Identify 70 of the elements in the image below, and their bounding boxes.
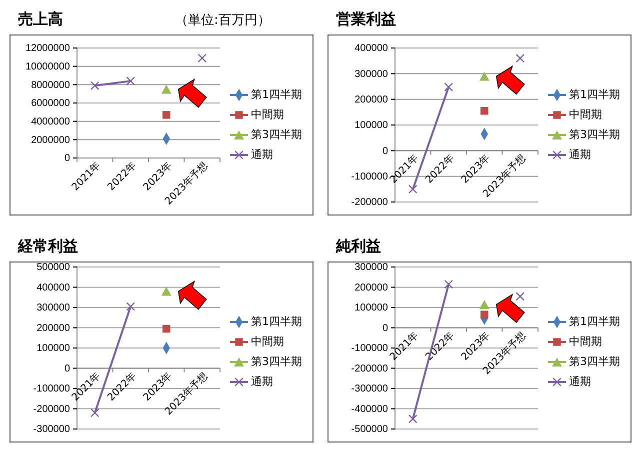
y-tick-label: 200000 — [354, 282, 388, 294]
y-tick-label: -100000 — [351, 343, 388, 354]
legend-label: 通期 — [569, 375, 591, 388]
y-tick-label: 400000 — [354, 43, 388, 54]
legend-label: 通期 — [251, 375, 273, 388]
point — [126, 302, 136, 311]
y-tick-label: 0 — [382, 322, 388, 334]
y-tick-label: 8000000 — [31, 80, 70, 91]
point — [516, 292, 525, 301]
y-tick-label: 2000000 — [31, 134, 70, 146]
point — [90, 408, 100, 418]
chart-title: 売上高 — [18, 10, 63, 28]
legend-label: 通期 — [569, 148, 591, 162]
y-tick-label: -300000 — [33, 424, 70, 436]
y-tick-label: 0 — [382, 146, 388, 157]
point — [161, 84, 172, 94]
point — [479, 300, 490, 309]
y-tick-label: 500000 — [36, 262, 70, 274]
legend-label: 中間期 — [251, 108, 284, 122]
y-tick-label: -200000 — [33, 404, 70, 415]
y-tick-label: 0 — [64, 363, 70, 374]
y-tick-label: 12000000 — [26, 43, 70, 54]
y-tick-label: 300000 — [354, 262, 388, 274]
point — [408, 414, 418, 424]
point — [90, 81, 100, 90]
legend-label: 第3四半期 — [569, 355, 620, 368]
y-tick-label: -100000 — [351, 172, 388, 183]
point — [480, 310, 488, 318]
y-tick-label: 300000 — [36, 302, 70, 314]
y-tick-label: -300000 — [351, 384, 388, 395]
legend-label: 第1四半期 — [569, 88, 620, 102]
legend-label: 中間期 — [569, 108, 602, 122]
legend-label: 中間期 — [251, 335, 284, 348]
point — [480, 107, 488, 115]
legend-label: 第3四半期 — [251, 128, 302, 142]
point — [161, 286, 172, 296]
point — [444, 82, 454, 92]
chart-subtitle: （単位:百万円） — [175, 13, 270, 28]
y-tick-label: 400000 — [36, 282, 70, 294]
legend-label: 中間期 — [569, 335, 602, 348]
legend-label: 第3四半期 — [569, 128, 620, 142]
chart-title: 営業利益 — [336, 10, 396, 28]
y-tick-label: 10000000 — [26, 62, 70, 73]
point — [162, 111, 170, 119]
y-tick-label: 0 — [64, 153, 70, 164]
y-tick-label: 100000 — [36, 343, 70, 354]
point — [516, 54, 525, 63]
y-tick-label: -100000 — [33, 384, 70, 395]
y-tick-label: 4000000 — [31, 116, 70, 128]
y-tick-label: -500000 — [351, 424, 388, 436]
legend-label: 第1四半期 — [251, 88, 302, 102]
point — [162, 324, 170, 333]
y-tick-label: 6000000 — [31, 98, 70, 110]
legend-label: 第3四半期 — [251, 355, 302, 368]
legend-label: 通期 — [251, 148, 273, 162]
y-tick-label: 300000 — [354, 68, 388, 80]
y-tick-label: 100000 — [354, 120, 388, 132]
point — [408, 184, 418, 194]
point — [479, 72, 490, 81]
y-tick-label: 100000 — [354, 302, 388, 314]
legend-label: 第1四半期 — [569, 315, 620, 328]
chart-title: 純利益 — [335, 237, 381, 255]
y-tick-label: 200000 — [354, 94, 388, 106]
y-tick-label: -200000 — [351, 363, 388, 374]
y-tick-label: 200000 — [36, 322, 70, 334]
chart-title: 経常利益 — [17, 237, 78, 255]
legend-label: 第1四半期 — [251, 315, 302, 328]
point — [198, 54, 207, 63]
y-tick-label: -400000 — [351, 404, 388, 415]
y-tick-label: -200000 — [351, 197, 388, 208]
